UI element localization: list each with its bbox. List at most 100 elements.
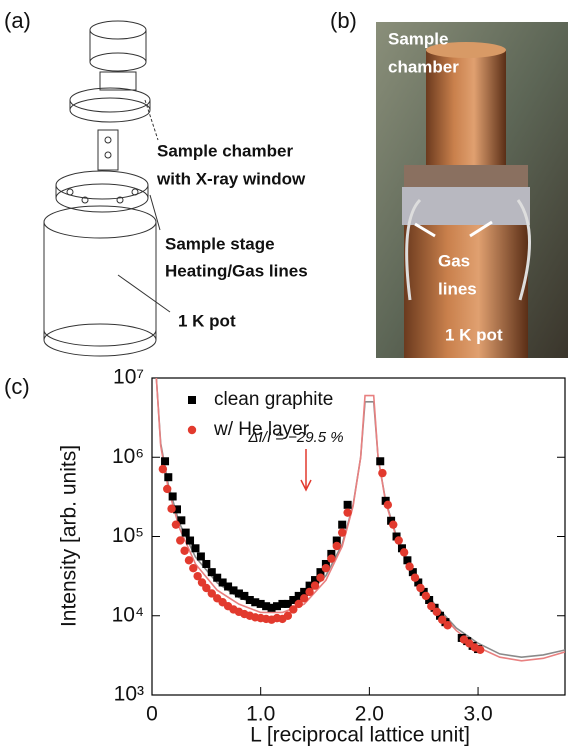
data-point: [289, 605, 298, 614]
y-axis-label: Intensity [arb. units]: [58, 445, 81, 627]
data-point: [332, 541, 341, 551]
data-point: [262, 602, 271, 611]
data-point: [202, 583, 211, 593]
data-point: [310, 581, 320, 590]
data-point: [327, 554, 336, 563]
data-point: [207, 568, 216, 577]
data-point: [305, 587, 314, 597]
y-tick-label: 10⁴: [112, 603, 144, 626]
data-point: [267, 603, 276, 612]
data-point: [240, 591, 249, 600]
data-point: [332, 536, 341, 545]
data-point: [321, 564, 331, 573]
data-point: [283, 599, 292, 608]
data-point: [176, 536, 185, 545]
data-point: [272, 602, 281, 611]
data-point: [378, 468, 387, 478]
data-point: [300, 587, 309, 596]
data-point: [397, 544, 406, 553]
x-tick-label: 0: [146, 703, 158, 726]
data-point: [168, 492, 177, 501]
data-point: [186, 536, 195, 545]
data-point: [432, 607, 441, 617]
photo: [376, 22, 568, 358]
data-point: [158, 464, 168, 474]
data-point: [436, 611, 445, 620]
data-point: [177, 516, 186, 525]
data-point: [256, 599, 265, 608]
data-point: [164, 473, 173, 482]
data-point: [181, 528, 190, 537]
data-point: [251, 598, 260, 607]
data-point: [278, 599, 287, 608]
y-tick-label: 10³: [114, 683, 144, 706]
data-point: [189, 564, 198, 573]
legend-label: clean graphite: [214, 389, 333, 410]
x-tick-label: 1.0: [246, 703, 275, 726]
data-point: [316, 573, 325, 582]
panel-label: (a): [4, 8, 31, 33]
data-point: [234, 589, 243, 598]
data-point: [421, 591, 431, 601]
data-point: [403, 556, 412, 565]
data-point: [381, 496, 390, 505]
data-point: [245, 596, 254, 605]
photo-label: Gas: [438, 251, 470, 270]
data-point: [171, 520, 181, 529]
annotation: 1 K pot: [178, 311, 236, 330]
photo-label: chamber: [388, 57, 459, 76]
data-point: [218, 578, 227, 587]
data-point: [425, 596, 434, 605]
plot-area: [155, 378, 565, 662]
data-point: [202, 559, 211, 568]
legend-marker: [188, 396, 196, 404]
data-point: [343, 500, 352, 509]
data-point: [376, 457, 385, 466]
data-point: [180, 546, 189, 555]
data-point: [427, 601, 436, 611]
photo-label: lines: [438, 279, 477, 298]
data-point: [213, 573, 222, 582]
data-point: [394, 536, 403, 545]
data-point: [299, 594, 309, 603]
data-point: [410, 573, 420, 582]
data-point: [161, 457, 170, 466]
data-point: [167, 504, 176, 513]
data-point: [283, 611, 293, 620]
data-point: [224, 582, 233, 591]
data-point: [184, 556, 194, 565]
panel-label: (c): [4, 374, 30, 399]
y-tick-label: 10⁵: [112, 524, 144, 547]
panel-label: (b): [330, 8, 357, 33]
data-point: [316, 568, 325, 577]
annotation: Sample chamber: [157, 141, 293, 160]
photo-label: 1 K pot: [445, 325, 503, 344]
legend-label: w/ He layer: [213, 419, 310, 440]
data-point: [387, 516, 396, 525]
data-point: [392, 532, 401, 541]
data-point: [383, 500, 393, 510]
x-axis-label: L [reciprocal lattice unit]: [250, 724, 470, 747]
x-tick-label: 2.0: [355, 703, 384, 726]
legend-marker: [187, 425, 197, 435]
data-point: [419, 587, 428, 596]
data-point: [196, 552, 205, 561]
data-point: [294, 591, 303, 600]
data-point: [163, 484, 172, 494]
data-point: [193, 571, 202, 581]
data-point: [476, 645, 485, 654]
data-point: [289, 596, 298, 605]
annotation-arrow: [300, 449, 312, 492]
data-point: [437, 615, 447, 624]
data-point: [399, 548, 409, 557]
data-point: [172, 505, 181, 514]
data-point: [191, 544, 200, 553]
data-point: [207, 589, 216, 598]
apparatus-drawing: [43, 20, 171, 357]
y-tick-label: 10⁷: [113, 366, 144, 389]
data-point: [416, 583, 425, 593]
annotation: with X-ray window: [156, 169, 306, 188]
data-point: [408, 568, 417, 577]
annotation: Heating/Gas lines: [165, 261, 308, 280]
annotation: Sample stage: [165, 234, 275, 253]
